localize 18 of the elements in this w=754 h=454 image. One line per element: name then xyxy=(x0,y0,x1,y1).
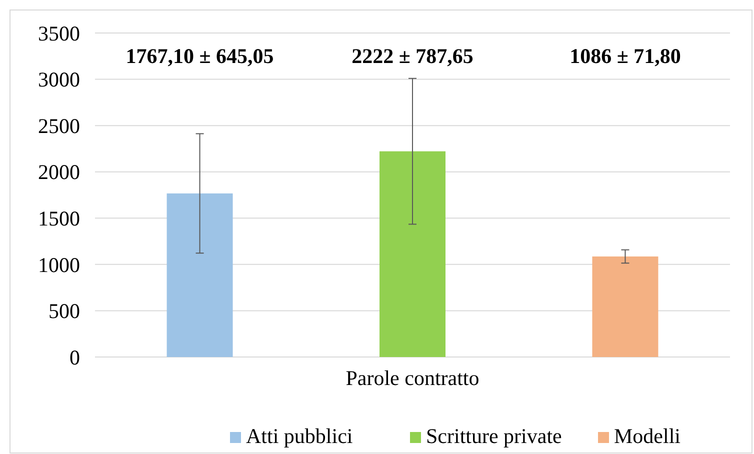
legend-label: Atti pubblici xyxy=(246,424,353,448)
y-tick-label: 0 xyxy=(70,345,80,370)
y-tick-label: 2500 xyxy=(38,114,80,138)
bar xyxy=(592,256,658,357)
y-tick-label: 1500 xyxy=(38,206,80,230)
bar xyxy=(380,151,446,357)
annotation: 2222 ± 787,65 xyxy=(352,44,474,68)
y-tick-label: 2000 xyxy=(38,160,80,184)
legend-label: Scritture private xyxy=(426,424,562,448)
y-tick-label: 3500 xyxy=(38,21,80,46)
y-tick-label: 3000 xyxy=(38,68,80,92)
x-tick-label: Parole contratto xyxy=(346,366,480,390)
annotation: 1086 ± 71,80 xyxy=(570,44,681,68)
annotation: 1767,10 ± 645,05 xyxy=(126,44,274,68)
legend-label: Modelli xyxy=(614,424,681,448)
y-tick-label: 1000 xyxy=(38,252,80,277)
bar xyxy=(166,193,233,357)
y-tick-label: 500 xyxy=(48,299,80,324)
